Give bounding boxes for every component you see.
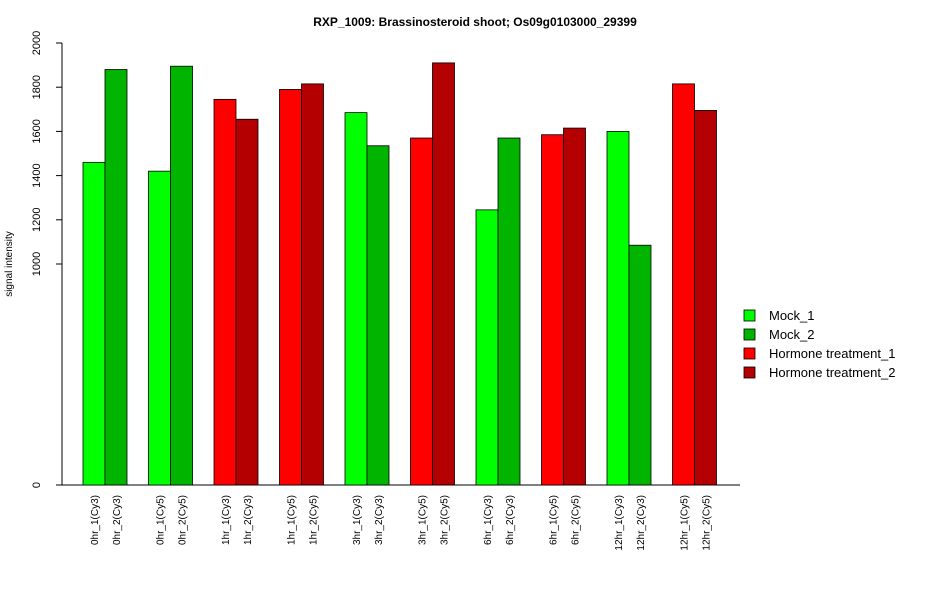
bar xyxy=(475,209,499,486)
x-tick-label: 3hr_2(Cy3) xyxy=(374,495,385,545)
bar xyxy=(148,170,171,486)
bar xyxy=(170,65,193,486)
y-tick-label: 0 xyxy=(31,482,43,488)
x-tick-label: 12hr_1(Cy3) xyxy=(614,495,625,551)
bar xyxy=(497,137,521,486)
x-tick-label: 12hr_2(Cy3) xyxy=(636,495,647,551)
x-tick-label: 3hr_1(Cy5) xyxy=(418,495,429,545)
bar xyxy=(104,69,128,486)
bar xyxy=(541,134,564,486)
x-tick-label: 3hr_1(Cy3) xyxy=(352,495,363,545)
bar xyxy=(432,62,455,486)
x-tick-label: 6hr_1(Cy5) xyxy=(549,495,560,545)
x-tick-label: 3hr_2(Cy5) xyxy=(440,495,451,545)
y-tick-label: 1400 xyxy=(31,163,43,187)
x-tick-label: 6hr_1(Cy3) xyxy=(483,495,494,545)
x-tick-label: 12hr_2(Cy5) xyxy=(702,495,713,551)
bar xyxy=(235,118,259,486)
y-axis: 0 1000 1200 1400 1600 1800 2000 xyxy=(31,31,63,488)
bar xyxy=(344,112,368,486)
x-tick-label: 0hr_1(Cy3) xyxy=(90,495,101,545)
x-tick-label: 1hr_1(Cy3) xyxy=(221,495,232,545)
legend-label: Mock_2 xyxy=(769,327,815,342)
x-tick-label: 1hr_2(Cy3) xyxy=(243,495,254,545)
bar xyxy=(694,110,717,486)
bar xyxy=(672,83,695,486)
legend: Mock_1 Mock_2 Hormone treatment_1 Hormone t… xyxy=(743,308,895,380)
legend-swatch xyxy=(743,328,756,341)
y-tick-label: 1200 xyxy=(31,208,43,232)
legend-swatch xyxy=(743,347,756,360)
y-axis-label: signal intensity xyxy=(4,231,15,297)
bars-group xyxy=(82,62,717,486)
legend-label: Mock_1 xyxy=(769,308,815,323)
legend-label: Hormone treatment_2 xyxy=(769,365,895,380)
chart-title: RXP_1009: Brassinosteroid shoot; Os09g01… xyxy=(313,15,637,29)
bar xyxy=(366,145,390,486)
x-tick-label: 1hr_2(Cy5) xyxy=(309,495,320,545)
x-tick-label: 0hr_2(Cy5) xyxy=(178,495,189,545)
y-tick-label: 1600 xyxy=(31,119,43,143)
bar xyxy=(279,89,302,486)
bar xyxy=(301,83,324,486)
category-labels: 0hr_1(Cy3) 0hr_2(Cy3) 0hr_1(Cy5) 0hr_2(Cy5)… xyxy=(90,495,713,551)
x-tick-label: 12hr_1(Cy5) xyxy=(680,495,691,551)
y-tick-label: 2000 xyxy=(31,31,43,55)
x-tick-label: 6hr_2(Cy3) xyxy=(505,495,516,545)
legend-swatch xyxy=(743,309,756,322)
x-tick-label: 6hr_2(Cy5) xyxy=(571,495,582,545)
y-tick-label: 1800 xyxy=(31,75,43,99)
bar xyxy=(82,161,106,486)
bar xyxy=(213,98,237,486)
x-tick-label: 0hr_2(Cy3) xyxy=(112,495,123,545)
bar xyxy=(410,137,433,486)
x-tick-label: 0hr_1(Cy5) xyxy=(156,495,167,545)
bar xyxy=(563,127,586,486)
legend-swatch xyxy=(743,366,756,379)
bar xyxy=(628,244,652,486)
x-tick-label: 1hr_1(Cy5) xyxy=(287,495,298,545)
y-tick-label: 1000 xyxy=(31,252,43,276)
legend-label: Hormone treatment_1 xyxy=(769,346,895,361)
bar xyxy=(606,130,630,486)
